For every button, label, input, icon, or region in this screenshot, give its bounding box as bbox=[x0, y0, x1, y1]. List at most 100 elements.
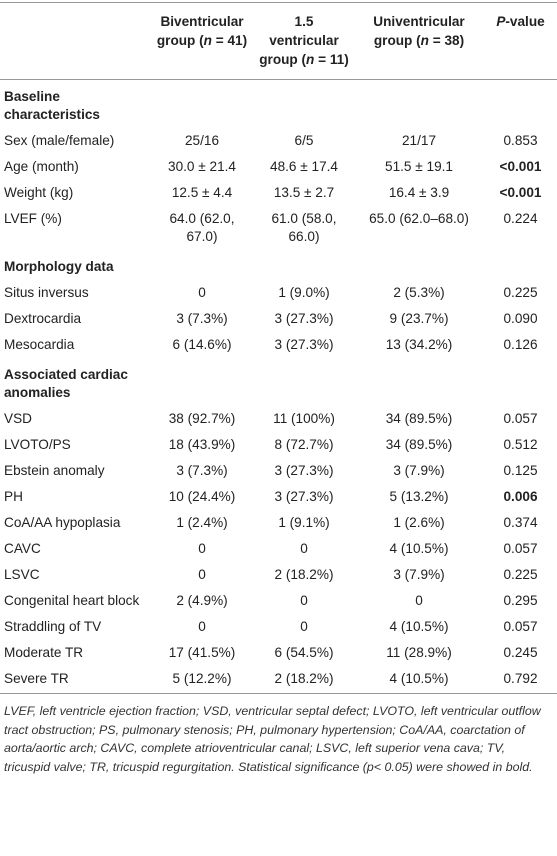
data-row: Weight (kg) 12.5 ± 4.4 13.5 ± 2.7 16.4 ± 3.… bbox=[0, 180, 557, 206]
cell: 0 bbox=[415, 593, 423, 608]
empty-cell bbox=[254, 250, 354, 280]
rule-cell bbox=[0, 692, 557, 694]
data-row: LVOTO/PS 18 (43.9%) 8 (72.7%) 34 (89.5%) 0.5… bbox=[0, 432, 557, 458]
cell: 3 (7.3%) bbox=[176, 311, 228, 326]
data-row: VSD 38 (92.7%) 11 (100%) 34 (89.5%) 0.057 bbox=[0, 406, 557, 432]
cell: 8 (72.7%) bbox=[274, 437, 334, 452]
table-body: Baseline characteristics Sex (male/female… bbox=[0, 80, 557, 694]
data-row: Moderate TR 17 (41.5%) 6 (54.5%) 11 (28.9%)… bbox=[0, 640, 557, 666]
cell: 17 (41.5%) bbox=[168, 645, 236, 660]
empty-cell bbox=[254, 358, 354, 406]
cell: 0.126 bbox=[503, 337, 538, 352]
data-row: Situs inversus 0 1 (9.0%) 2 (5.3%) 0.225 bbox=[0, 280, 557, 306]
cell: 6/5 bbox=[294, 133, 314, 148]
cell: <0.001 bbox=[499, 159, 542, 174]
cell: 3 (7.9%) bbox=[393, 463, 445, 478]
header-text: = 11) bbox=[314, 52, 349, 67]
data-row: Dextrocardia 3 (7.3%) 3 (27.3%) 9 (23.7%) 0.… bbox=[0, 306, 557, 332]
cell: 3 (27.3%) bbox=[274, 337, 334, 352]
cell: 25/16 bbox=[184, 133, 220, 148]
empty-cell bbox=[484, 80, 557, 129]
row-label: CAVC bbox=[4, 541, 41, 556]
cell: 4 (10.5%) bbox=[389, 671, 449, 686]
cell: 18 (43.9%) bbox=[168, 437, 236, 452]
header-row: Biventricular group (n = 41) 1.5 ventricu… bbox=[0, 2, 557, 80]
header-text: P bbox=[496, 14, 506, 29]
cell: 6 (54.5%) bbox=[274, 645, 334, 660]
cell: 48.6 ± 17.4 bbox=[270, 159, 338, 174]
cell: 0 bbox=[300, 619, 308, 634]
column-header: 1.5 ventricular group (n = 11) bbox=[254, 2, 354, 80]
header-text: n bbox=[306, 52, 315, 67]
cell: 9 (23.7%) bbox=[389, 311, 449, 326]
cell: 12.5 ± 4.4 bbox=[171, 185, 233, 200]
row-label: Age (month) bbox=[4, 159, 79, 174]
cell: 0.057 bbox=[503, 619, 538, 634]
row-label: Dextrocardia bbox=[4, 311, 82, 326]
empty-cell bbox=[354, 358, 484, 406]
row-label: Situs inversus bbox=[4, 285, 89, 300]
header-text: n bbox=[420, 33, 429, 48]
header-text: = 38) bbox=[428, 33, 465, 48]
footnote: LVEF, left ventricle ejection fraction; … bbox=[4, 704, 541, 774]
cell: 0.125 bbox=[503, 463, 538, 478]
cell: 6 (14.6%) bbox=[172, 337, 232, 352]
cell: 0.225 bbox=[503, 567, 538, 582]
cell: 0.006 bbox=[503, 489, 538, 504]
cell: 0.057 bbox=[503, 411, 538, 426]
cell: 16.4 ± 3.9 bbox=[388, 185, 450, 200]
cell: 38 (92.7%) bbox=[168, 411, 236, 426]
cell: 5 (12.2%) bbox=[172, 671, 232, 686]
row-label: Weight (kg) bbox=[4, 185, 74, 200]
cell: 4 (10.5%) bbox=[389, 541, 449, 556]
row-label: Straddling of TV bbox=[4, 619, 102, 634]
row-label: LSVC bbox=[4, 567, 40, 582]
empty-cell bbox=[354, 250, 484, 280]
row-label: VSD bbox=[4, 411, 32, 426]
column-header: Biventricular group (n = 41) bbox=[150, 2, 254, 80]
cell: 11 (100%) bbox=[273, 411, 335, 426]
data-row: CoA/AA hypoplasia 1 (2.4%) 1 (9.1%) 1 (2.6%… bbox=[0, 510, 557, 536]
section-row: Associated cardiac anomalies bbox=[0, 358, 557, 406]
cell: 0.792 bbox=[503, 671, 538, 686]
empty-cell bbox=[484, 250, 557, 280]
data-row: Severe TR 5 (12.2%) 2 (18.2%) 4 (10.5%) 0.79… bbox=[0, 666, 557, 692]
cell: 11 (28.9%) bbox=[386, 645, 452, 660]
section-title: Associated cardiac anomalies bbox=[4, 367, 128, 400]
column-header: Univentricular group (n = 38) bbox=[354, 2, 484, 80]
table: Biventricular group (n = 41) 1.5 ventricu… bbox=[0, 2, 557, 694]
cell: 2 (18.2%) bbox=[274, 671, 334, 686]
cell: 1 (2.4%) bbox=[176, 515, 228, 530]
empty-cell bbox=[254, 80, 354, 129]
cell: 0 bbox=[198, 619, 206, 634]
data-row: Straddling of TV 0 0 4 (10.5%) 0.057 bbox=[0, 614, 557, 640]
cell: 13.5 ± 2.7 bbox=[273, 185, 335, 200]
column-header: P-value bbox=[484, 2, 557, 80]
data-row: Age (month) 30.0 ± 21.4 48.6 ± 17.4 51.5 ± … bbox=[0, 154, 557, 180]
section-title: Morphology data bbox=[4, 259, 114, 274]
header-text: 1.5 ventricular group ( bbox=[259, 14, 339, 67]
cell: <0.001 bbox=[499, 185, 542, 200]
row-label: Sex (male/female) bbox=[4, 133, 115, 148]
cell: 21/17 bbox=[401, 133, 437, 148]
cell: 0.512 bbox=[503, 437, 538, 452]
cell: 13 (34.2%) bbox=[385, 337, 453, 352]
cell: 65.0 (62.0–68.0) bbox=[369, 211, 469, 226]
empty-cell bbox=[354, 80, 484, 129]
cell: 1 (2.6%) bbox=[393, 515, 445, 530]
cell: 0.374 bbox=[503, 515, 538, 530]
cell: 10 (24.4%) bbox=[168, 489, 236, 504]
cell: 0.295 bbox=[503, 593, 538, 608]
empty-cell bbox=[150, 358, 254, 406]
row-label: LVOTO/PS bbox=[4, 437, 71, 452]
cell: 0 bbox=[300, 541, 308, 556]
cell: 2 (4.9%) bbox=[176, 593, 228, 608]
cell: 4 (10.5%) bbox=[389, 619, 449, 634]
cell: 30.0 ± 21.4 bbox=[168, 159, 236, 174]
empty-cell bbox=[484, 358, 557, 406]
data-row: LSVC 0 2 (18.2%) 3 (7.9%) 0.225 bbox=[0, 562, 557, 588]
row-label: Mesocardia bbox=[4, 337, 75, 352]
cell: 3 (7.3%) bbox=[176, 463, 228, 478]
cell: 0 bbox=[198, 567, 206, 582]
cell: 5 (13.2%) bbox=[389, 489, 449, 504]
